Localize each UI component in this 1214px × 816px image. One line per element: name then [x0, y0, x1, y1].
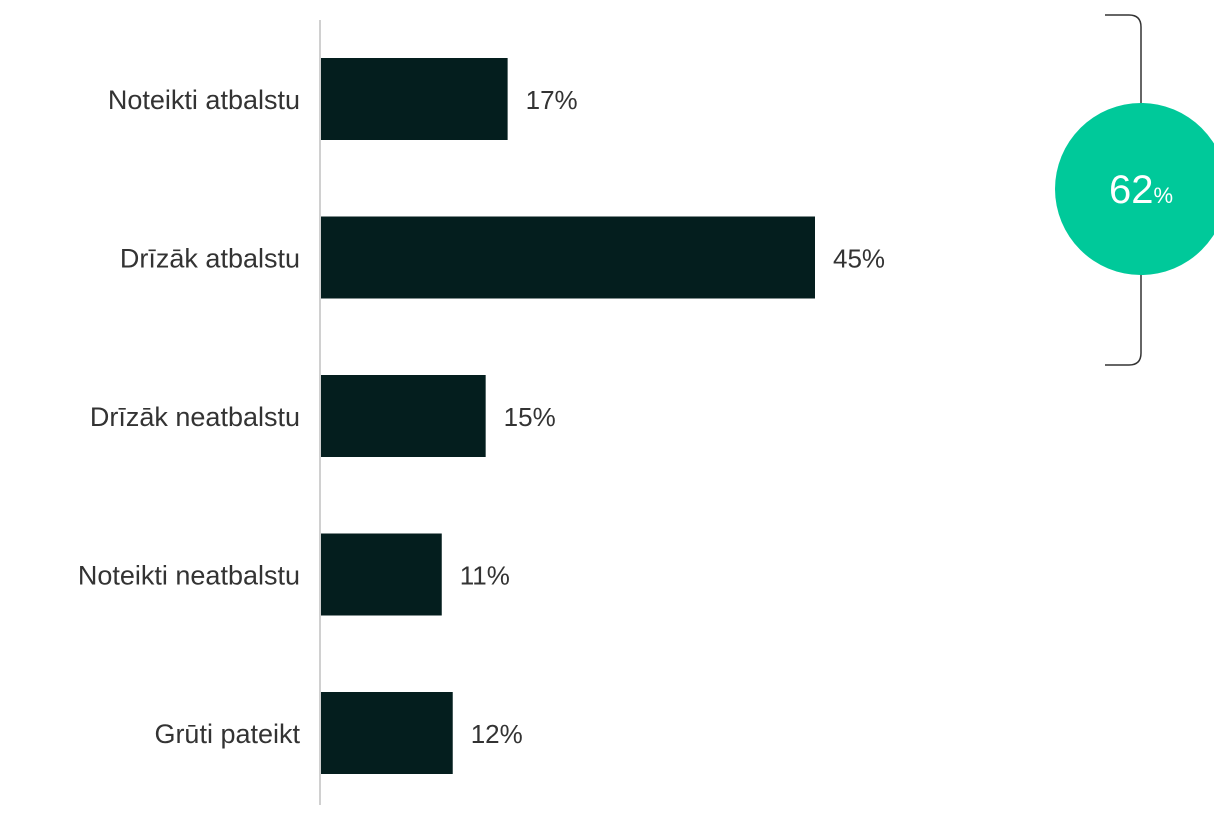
callout-text: 62% — [1109, 168, 1173, 212]
category-label: Noteikti atbalstu — [108, 85, 300, 115]
bars-group: Noteikti atbalstu 17% Drīzāk atbalstu 45% Dr… — [78, 58, 885, 774]
bar — [321, 216, 815, 299]
bar — [321, 375, 486, 457]
bar — [321, 692, 453, 774]
value-label: 12% — [471, 719, 523, 749]
value-label: 11% — [460, 561, 510, 591]
category-label: Drīzāk neatbalstu — [90, 402, 300, 432]
category-label: Grūti pateikt — [154, 719, 300, 749]
callout-value: 62 — [1109, 168, 1154, 212]
callout-unit: % — [1153, 183, 1173, 208]
callout-circle — [1055, 103, 1214, 275]
value-label: 17% — [526, 85, 578, 115]
bar — [321, 533, 442, 616]
category-label: Noteikti neatbalstu — [78, 561, 300, 591]
bar — [321, 58, 508, 140]
category-label: Drīzāk atbalstu — [120, 244, 300, 274]
value-label: 15% — [504, 402, 556, 432]
value-label: 45% — [833, 244, 885, 274]
